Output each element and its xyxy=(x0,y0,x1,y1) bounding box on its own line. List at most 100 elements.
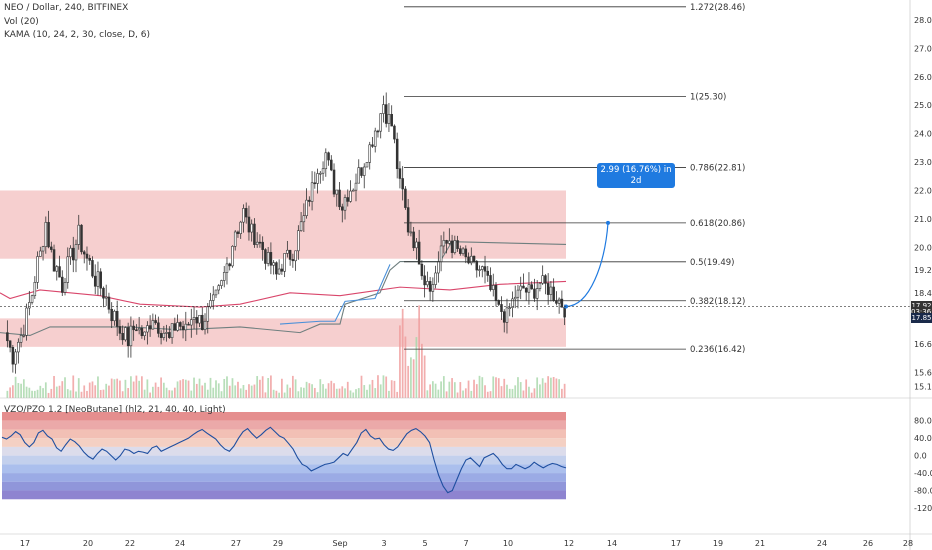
candle-body xyxy=(428,281,432,292)
candle-body xyxy=(354,182,358,191)
projection-callout[interactable]: 2.99 (16.76%) in 2d 20.85 @ 2018-09-13 1… xyxy=(597,163,675,204)
volume-bar xyxy=(500,386,503,398)
candle-body xyxy=(448,240,451,244)
candle-body xyxy=(96,271,100,287)
volume-bar xyxy=(404,336,407,398)
volume-bar xyxy=(245,389,248,398)
candle-body xyxy=(362,166,366,176)
candle-body xyxy=(184,323,188,331)
candle-body xyxy=(198,314,201,324)
vzo-band-2 xyxy=(2,429,566,439)
candle-body xyxy=(220,280,223,286)
volume-bar xyxy=(344,388,346,398)
volume-bar xyxy=(396,391,399,398)
candle-body xyxy=(187,323,190,326)
candle-body xyxy=(286,249,289,254)
candle-body xyxy=(513,296,517,300)
fib-label: 0.618(20.86) xyxy=(690,219,745,229)
vzo-tick-label: -120.0 xyxy=(914,504,932,513)
volume-bar xyxy=(264,392,267,398)
candle-body xyxy=(546,283,550,295)
candle-body xyxy=(77,224,81,245)
candle-body xyxy=(478,269,481,271)
candle-body xyxy=(489,275,492,290)
volume-bar xyxy=(412,359,415,398)
candle-body xyxy=(239,221,242,234)
candle-body xyxy=(99,271,102,289)
candle-body xyxy=(327,152,330,161)
volume-bar xyxy=(302,387,305,398)
vzo-tick-label: -40.0 xyxy=(914,469,932,478)
candle-body xyxy=(535,288,539,299)
volume-bar xyxy=(547,376,550,398)
volume-bar xyxy=(253,384,256,398)
candle-body xyxy=(272,262,275,266)
candle-body xyxy=(8,340,12,348)
candle-body xyxy=(195,317,199,324)
volume-bar xyxy=(113,379,116,398)
volume-bar xyxy=(209,377,212,398)
candle-body xyxy=(445,240,448,244)
candle-body xyxy=(483,266,487,272)
volume-bar xyxy=(36,389,39,398)
candle-body xyxy=(335,189,339,195)
candle-body xyxy=(244,208,248,218)
candle-body xyxy=(409,231,413,234)
candle-body xyxy=(126,327,130,347)
candle-body xyxy=(168,332,171,338)
volume-bar xyxy=(552,376,555,398)
volume-bar xyxy=(379,384,382,398)
candle-body xyxy=(442,240,446,247)
volume-bar xyxy=(14,376,17,398)
volume-bar xyxy=(220,391,223,398)
candle-body xyxy=(439,245,443,263)
kama-red-line xyxy=(0,280,567,308)
candle-body xyxy=(228,263,231,267)
y-tick-label: 27.00 xyxy=(914,44,932,53)
volume-bar xyxy=(382,375,385,398)
volume-bar xyxy=(418,305,421,398)
candle-body xyxy=(351,189,355,192)
candle-body xyxy=(330,159,333,171)
volume-bar xyxy=(116,378,119,398)
volume-bar xyxy=(119,380,121,398)
volume-bar xyxy=(393,380,396,398)
vzo-band-4 xyxy=(2,446,566,456)
candle-body xyxy=(533,288,536,299)
candle-body xyxy=(115,310,119,327)
volume-bar xyxy=(462,390,464,398)
volume-bar xyxy=(335,388,338,398)
volume-bar xyxy=(448,381,451,398)
volume-bar xyxy=(451,378,453,398)
price-tag: 03:36:4 xyxy=(911,307,932,318)
candle-body xyxy=(91,260,94,277)
candle-body xyxy=(522,285,525,289)
candle-body xyxy=(434,272,437,285)
volume-bar xyxy=(25,386,28,398)
volume-bar xyxy=(363,385,366,398)
volume-bar xyxy=(495,377,497,398)
candle-body xyxy=(475,260,479,271)
volume-bar xyxy=(72,375,75,398)
candle-body xyxy=(423,275,426,286)
candlesticks xyxy=(6,92,566,374)
candle-body xyxy=(387,113,391,124)
volume-bar xyxy=(173,387,176,398)
candle-body xyxy=(459,248,462,254)
zone-0 xyxy=(0,190,566,259)
candle-body xyxy=(393,125,396,140)
legend-kama: KAMA (10, 24, 2, 30, close, D, 6) xyxy=(4,30,150,40)
candle-body xyxy=(25,307,28,336)
candle-body xyxy=(157,322,160,334)
fib-label: 1(25.30) xyxy=(690,93,726,103)
candle-body xyxy=(316,173,319,184)
candle-body xyxy=(17,341,20,353)
candle-body xyxy=(247,216,251,233)
candle-body xyxy=(47,222,50,248)
vzo-tick-label: 40.0 xyxy=(914,434,932,443)
candle-body xyxy=(373,130,377,147)
volume-bar xyxy=(440,381,442,398)
candle-body xyxy=(140,327,144,337)
candle-body xyxy=(404,188,407,208)
volume-bar xyxy=(517,377,519,398)
